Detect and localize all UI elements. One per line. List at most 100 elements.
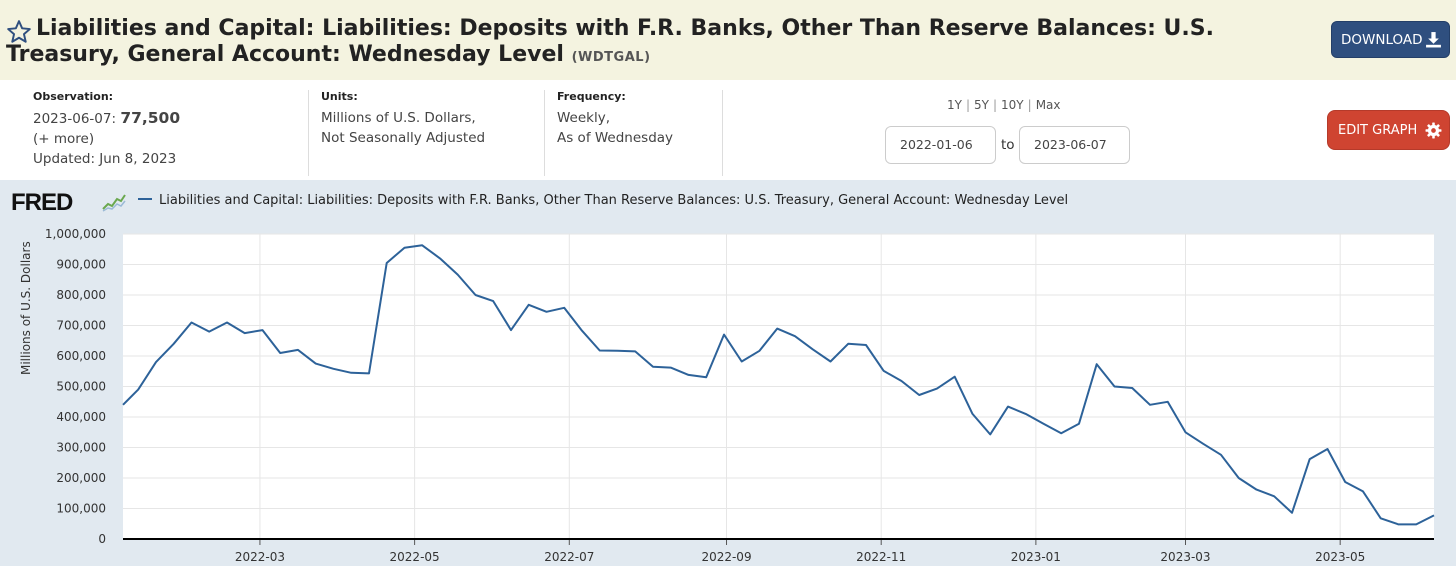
data-point[interactable] [1077, 422, 1081, 426]
data-point[interactable] [1255, 488, 1259, 492]
data-point[interactable] [1113, 385, 1117, 389]
data-point[interactable] [1024, 412, 1028, 416]
data-point[interactable] [758, 349, 762, 353]
range-separator: | [992, 98, 998, 112]
data-point[interactable] [1361, 489, 1365, 493]
data-point[interactable] [775, 327, 779, 331]
data-point[interactable] [1379, 516, 1383, 520]
data-point[interactable] [438, 256, 442, 260]
data-point[interactable] [261, 328, 265, 332]
fred-logo[interactable]: FRED [11, 189, 73, 216]
data-point[interactable] [1166, 400, 1170, 404]
y-tick-label: 0 [98, 532, 106, 546]
data-point[interactable] [296, 348, 300, 352]
range-max-link[interactable]: Max [1035, 98, 1061, 112]
info-panel: Observation: 2023-06-07: 77,500 (+ more)… [0, 80, 1456, 180]
data-point[interactable] [474, 293, 478, 297]
data-point[interactable] [349, 371, 353, 375]
data-point[interactable] [545, 310, 549, 314]
data-point[interactable] [988, 432, 992, 436]
data-point[interactable] [1095, 362, 1099, 366]
data-point[interactable] [687, 373, 691, 377]
data-point[interactable] [527, 303, 531, 307]
gear-icon [1425, 122, 1442, 139]
data-point[interactable] [1184, 430, 1188, 434]
data-point[interactable] [491, 299, 495, 303]
y-tick-label: 1,000,000 [45, 227, 106, 241]
range-5y-link[interactable]: 5Y [974, 98, 989, 112]
data-point[interactable] [225, 321, 229, 325]
data-point[interactable] [669, 366, 673, 370]
start-date-input[interactable]: 2022-01-06 [885, 126, 996, 164]
data-point[interactable] [1042, 422, 1046, 426]
data-point[interactable] [633, 349, 637, 353]
series-id: (WDTGAL) [571, 50, 651, 65]
data-point[interactable] [793, 334, 797, 338]
data-point[interactable] [1432, 513, 1436, 517]
data-point[interactable] [562, 306, 566, 310]
data-point[interactable] [864, 343, 868, 347]
data-point[interactable] [1130, 386, 1134, 390]
data-point[interactable] [1201, 442, 1205, 446]
data-point[interactable] [385, 261, 389, 265]
data-point[interactable] [403, 246, 407, 250]
y-tick-label: 500,000 [56, 380, 106, 394]
data-point[interactable] [811, 347, 815, 351]
x-tick-label: 2022-05 [390, 550, 440, 564]
data-point[interactable] [456, 273, 460, 277]
data-point[interactable] [1219, 453, 1223, 457]
data-point[interactable] [1272, 494, 1276, 498]
data-point[interactable] [1237, 476, 1241, 480]
data-point[interactable] [1397, 522, 1401, 526]
data-point[interactable] [1308, 457, 1312, 461]
data-point[interactable] [935, 387, 939, 391]
data-point[interactable] [1059, 431, 1063, 435]
data-point[interactable] [278, 351, 282, 355]
data-point[interactable] [971, 412, 975, 416]
data-point[interactable] [332, 367, 336, 371]
data-point[interactable] [740, 360, 744, 364]
more-link[interactable]: (+ more) [33, 131, 95, 147]
data-point[interactable] [1343, 480, 1347, 484]
data-point[interactable] [598, 349, 602, 353]
observation-label: Observation: [33, 90, 114, 103]
data-point[interactable] [917, 393, 921, 397]
data-point[interactable] [190, 321, 194, 325]
y-tick-label: 400,000 [56, 410, 106, 424]
data-point[interactable] [314, 362, 318, 366]
data-point[interactable] [704, 375, 708, 379]
range-1y-link[interactable]: 1Y [947, 98, 962, 112]
star-icon[interactable] [6, 19, 32, 45]
data-point[interactable] [829, 360, 833, 364]
data-point[interactable] [172, 342, 176, 346]
data-point[interactable] [722, 333, 726, 337]
data-point[interactable] [651, 365, 655, 369]
data-point[interactable] [154, 360, 158, 364]
chart-legend: Liabilities and Capital: Liabilities: De… [138, 193, 1068, 208]
data-point[interactable] [136, 388, 140, 392]
data-point[interactable] [243, 331, 247, 335]
data-point[interactable] [846, 342, 850, 346]
range-10y-link[interactable]: 10Y [1001, 98, 1024, 112]
data-point[interactable] [367, 371, 371, 375]
data-point[interactable] [1148, 403, 1152, 407]
data-point[interactable] [207, 330, 211, 334]
data-point[interactable] [882, 369, 886, 373]
data-point[interactable] [900, 379, 904, 383]
data-point[interactable] [420, 243, 424, 247]
series-line [122, 244, 1435, 526]
data-point[interactable] [953, 375, 957, 379]
data-point[interactable] [121, 403, 125, 407]
end-date-input[interactable]: 2023-06-07 [1019, 126, 1130, 164]
y-tick-label: 900,000 [56, 258, 106, 272]
data-point[interactable] [616, 349, 620, 353]
data-point[interactable] [580, 329, 584, 333]
x-tick-label: 2023-01 [1011, 550, 1061, 564]
data-point[interactable] [1290, 511, 1294, 515]
edit-graph-button[interactable]: EDIT GRAPH [1327, 110, 1450, 150]
data-point[interactable] [1414, 522, 1418, 526]
download-button[interactable]: DOWNLOAD [1331, 21, 1450, 58]
data-point[interactable] [509, 328, 513, 332]
data-point[interactable] [1326, 447, 1330, 451]
data-point[interactable] [1006, 405, 1010, 409]
